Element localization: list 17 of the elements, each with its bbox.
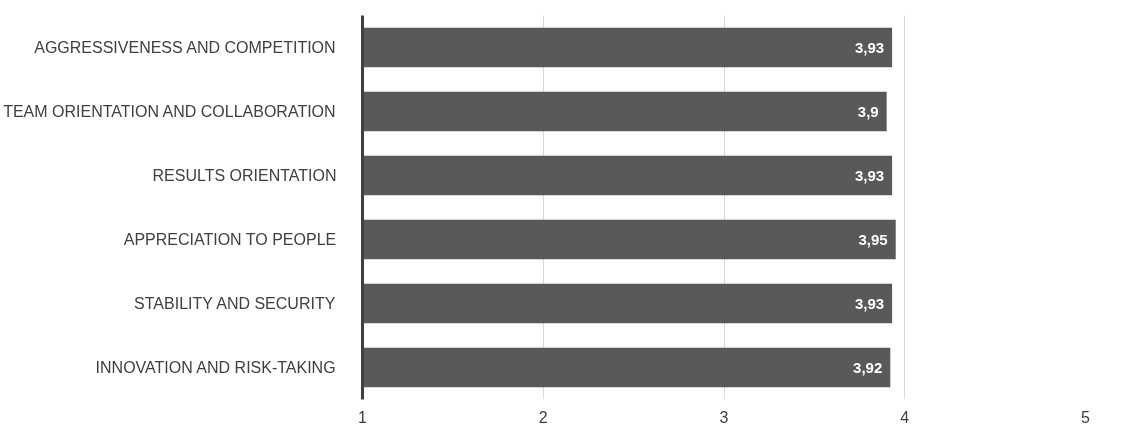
- x-tick-label: 5: [1081, 408, 1091, 426]
- y-tick-label: RESULTS ORIENTATION: [152, 167, 337, 184]
- x-tick-label: 2: [538, 408, 548, 426]
- data-label: 3,92: [853, 358, 883, 376]
- x-tick-label: 3: [719, 408, 729, 426]
- data-label: 3,93: [854, 38, 885, 56]
- y-tick-label: AGGRESSIVENESS AND COMPETITION: [34, 39, 336, 56]
- y-tick-label: APPRECIATION TO PEOPLE: [123, 231, 337, 248]
- x-tick-label: 1: [358, 408, 368, 426]
- data-label: 3,95: [858, 230, 888, 248]
- data-label: 3,93: [854, 166, 885, 184]
- data-label: 3,9: [857, 102, 879, 120]
- x-tick-label: 4: [900, 408, 910, 426]
- y-tick-label: TEAM ORIENTATION AND COLLABORATION: [3, 103, 336, 120]
- data-label: 3,93: [854, 294, 885, 312]
- y-tick-label: INNOVATION AND RISK-TAKING: [95, 359, 336, 376]
- y-tick-label: STABILITY AND SECURITY: [134, 295, 336, 312]
